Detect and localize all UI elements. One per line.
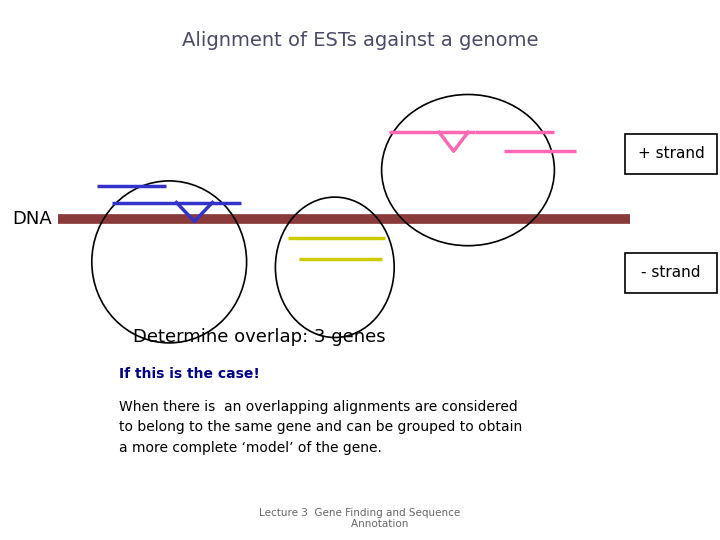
Text: When there is  an overlapping alignments are considered
to belong to the same ge: When there is an overlapping alignments … <box>119 400 522 455</box>
Text: If this is the case!: If this is the case! <box>119 367 260 381</box>
Text: DNA: DNA <box>12 210 53 228</box>
Text: - strand: - strand <box>642 265 701 280</box>
FancyBboxPatch shape <box>625 253 717 293</box>
Text: Alignment of ESTs against a genome: Alignment of ESTs against a genome <box>181 31 539 50</box>
FancyBboxPatch shape <box>625 134 717 174</box>
Text: Determine overlap: 3 genes: Determine overlap: 3 genes <box>133 328 385 347</box>
Text: Lecture 3  Gene Finding and Sequence
            Annotation: Lecture 3 Gene Finding and Sequence Anno… <box>259 508 461 529</box>
Text: + strand: + strand <box>638 146 704 161</box>
